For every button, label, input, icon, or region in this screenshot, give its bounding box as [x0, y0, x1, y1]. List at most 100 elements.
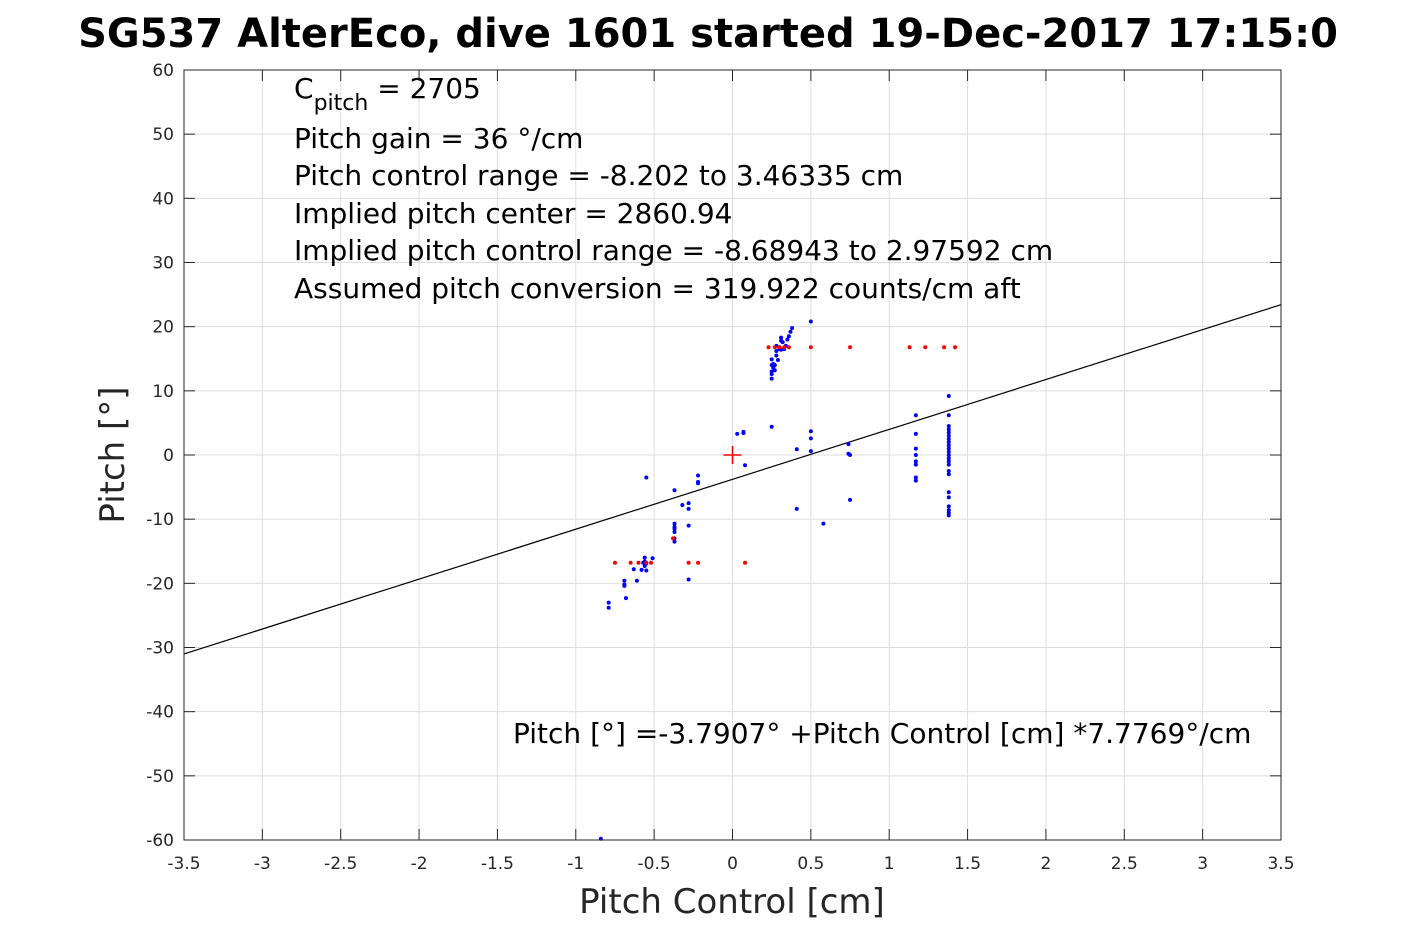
commanded-pitch-point [772, 345, 777, 350]
measured-pitch-point [639, 567, 644, 572]
measured-pitch-point [650, 556, 655, 561]
x-tick-label: 0 [727, 854, 738, 874]
measured-pitch-point [913, 459, 918, 464]
y-axis-label: Pitch [°] [93, 386, 133, 523]
x-tick-label: 2 [1041, 854, 1052, 874]
measured-pitch-point [634, 578, 639, 583]
measured-pitch-point [769, 357, 774, 362]
y-tick-label: 50 [152, 125, 174, 145]
annotation-implied-center: Implied pitch center = 2860.94 [294, 197, 732, 230]
measured-pitch-point [769, 369, 774, 374]
measured-pitch-point [686, 523, 691, 528]
commanded-pitch-point [649, 560, 654, 565]
x-tick-label: -2.5 [324, 854, 357, 874]
measured-pitch-point [913, 462, 918, 467]
measured-pitch-point [774, 349, 779, 354]
measured-pitch-point [946, 443, 951, 448]
data-points [598, 319, 958, 841]
measured-pitch-point [785, 337, 790, 342]
y-tick-labels: -60 -50 -40 -30 -20 -10 0 10 20 30 40 50 60 [146, 61, 174, 851]
x-tick-label: 3.5 [1267, 854, 1294, 874]
annotation-control-range: Pitch control range = -8.202 to 3.46335 … [294, 159, 903, 192]
y-tick-label: -20 [146, 574, 174, 594]
measured-pitch-point [686, 506, 691, 511]
commanded-pitch-point [628, 560, 633, 565]
y-tick-label: -50 [146, 767, 174, 787]
measured-pitch-point [946, 449, 951, 454]
measured-pitch-point [775, 358, 780, 363]
y-tick-label: 20 [152, 318, 174, 338]
measured-pitch-point [821, 521, 826, 526]
measured-pitch-point [946, 413, 951, 418]
measured-pitch-point [769, 376, 774, 381]
y-tick-label: -30 [146, 639, 174, 659]
measured-pitch-point [846, 442, 851, 447]
measured-pitch-point [946, 424, 951, 429]
measured-pitch-point [946, 495, 951, 500]
measured-pitch-point [913, 446, 918, 451]
commanded-pitch-point [696, 560, 701, 565]
x-tick-label: 1 [884, 854, 895, 874]
y-tick-label: 30 [152, 254, 174, 274]
commanded-pitch-point [686, 560, 691, 565]
measured-pitch-point [772, 368, 777, 373]
measured-pitch-point [774, 353, 779, 358]
y-tick-label: 40 [152, 189, 174, 209]
fit-line [183, 304, 1282, 655]
measured-pitch-point [606, 600, 611, 605]
measured-pitch-point [642, 555, 647, 560]
measured-pitch-point [808, 319, 813, 324]
measured-pitch-point [686, 501, 691, 506]
measured-pitch-point [913, 453, 918, 457]
measured-pitch-point [946, 456, 951, 461]
pitch-center-marker [723, 446, 742, 464]
x-tick-label: -1.5 [481, 854, 514, 874]
commanded-pitch-point [670, 536, 675, 541]
measured-pitch-point [808, 429, 813, 434]
cpitch-subscript: pitch [314, 91, 369, 116]
x-axis-label: Pitch Control [cm] [579, 882, 885, 922]
measured-pitch-point [641, 560, 646, 565]
commanded-pitch-point [636, 560, 641, 565]
measured-pitch-point [672, 521, 677, 526]
measured-pitch-point [672, 530, 677, 534]
x-tick-label: -0.5 [638, 854, 671, 874]
axis-ticks [183, 69, 1282, 841]
x-tick-label: -1 [567, 854, 584, 874]
y-tick-label: 60 [152, 61, 174, 81]
measured-pitch-point [808, 436, 813, 441]
measured-pitch-point [794, 506, 799, 511]
measured-pitch-point [794, 447, 799, 452]
measured-pitch-point [946, 490, 951, 495]
measured-pitch-point [946, 513, 951, 518]
y-tick-label: -10 [146, 510, 174, 530]
x-tick-label: -2 [411, 854, 428, 874]
measured-pitch-point [946, 508, 951, 513]
x-tick-label: 0.5 [797, 854, 824, 874]
measured-pitch-point [780, 340, 785, 345]
measured-pitch-point [779, 335, 784, 340]
y-tick-label: -60 [146, 831, 174, 851]
plot-border [183, 69, 1282, 841]
measured-pitch-point [672, 539, 677, 544]
commanded-pitch-point [777, 345, 782, 350]
measured-pitch-point [946, 436, 951, 441]
measured-pitch-point [631, 567, 636, 572]
measured-pitch-point [769, 424, 774, 429]
measured-pitch-point [790, 325, 795, 330]
measured-pitch-point [946, 440, 951, 445]
annotation-cpitch: Cpitch = 2705 [294, 72, 481, 116]
measured-pitch-point [946, 453, 951, 457]
annotation-implied-range: Implied pitch control range = -8.68943 t… [294, 234, 1053, 267]
commanded-pitch-point [743, 560, 748, 565]
measured-pitch-point [672, 526, 677, 531]
measured-pitch-point [686, 577, 691, 582]
commanded-pitch-point [953, 345, 958, 350]
measured-pitch-point [696, 473, 701, 478]
measured-pitch-point [913, 475, 918, 480]
measured-pitch-point [946, 446, 951, 451]
measured-pitch-point [743, 463, 748, 468]
measured-pitch-point [786, 334, 791, 339]
measured-pitch-point [622, 578, 627, 583]
